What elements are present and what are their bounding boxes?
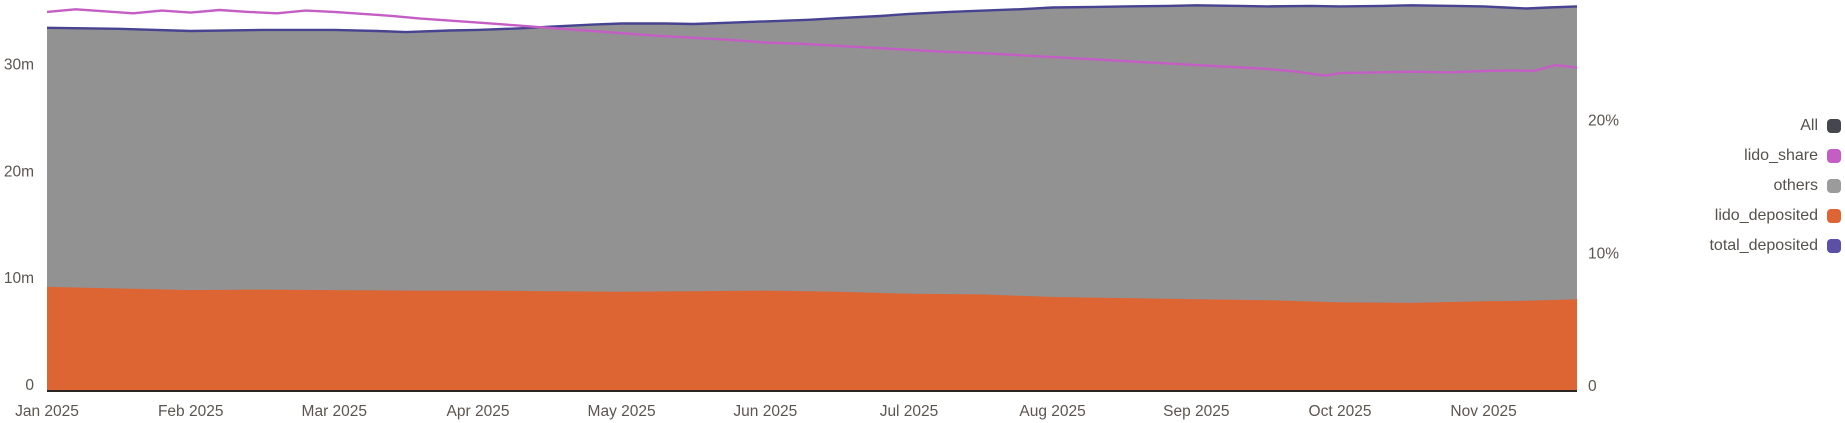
- chart-legend: All lido_share others lido_deposited tot…: [1709, 111, 1841, 261]
- line-total-deposited[interactable]: [46, 4, 1578, 34]
- legend-item-lido-deposited[interactable]: lido_deposited: [1715, 201, 1841, 231]
- x-axis-tick-label: Oct 2025: [1309, 403, 1372, 420]
- x-axis-tick-label: Feb 2025: [158, 403, 224, 420]
- x-axis-tick-label: Aug 2025: [1019, 403, 1085, 420]
- legend-label-lido-share: lido_share: [1744, 147, 1818, 164]
- area-lido-deposited[interactable]: [47, 286, 1577, 390]
- left-axis-tick-label: 10m: [4, 270, 34, 287]
- x-axis-tick-label: Apr 2025: [447, 403, 510, 420]
- legend-item-others[interactable]: others: [1774, 171, 1841, 201]
- left-axis-tick-label: 0: [25, 377, 34, 394]
- x-axis-tick-label: Jul 2025: [880, 403, 939, 420]
- x-axis-tick-label: Sep 2025: [1163, 403, 1229, 420]
- legend-item-total-deposited[interactable]: total_deposited: [1709, 231, 1841, 261]
- legend-item-lido-share[interactable]: lido_share: [1744, 141, 1841, 171]
- right-axis-tick-label: 20%: [1588, 113, 1619, 130]
- legend-swatch-total-deposited-icon[interactable]: [1827, 239, 1841, 253]
- right-axis-tick-label: 0: [1588, 378, 1597, 395]
- left-axis-tick-label: 20m: [4, 163, 34, 180]
- x-axis-tick-label: Jun 2025: [733, 403, 797, 420]
- line-lido-share[interactable]: [46, 8, 1578, 77]
- legend-label-lido-deposited: lido_deposited: [1714, 207, 1818, 224]
- x-axis-tick-label: Mar 2025: [302, 403, 367, 420]
- legend-swatch-others-icon[interactable]: [1827, 179, 1841, 193]
- left-axis-tick-label: 30m: [4, 57, 34, 74]
- right-axis-tick-label: 10%: [1588, 245, 1619, 262]
- legend-label-total-deposited: total_deposited: [1709, 237, 1818, 254]
- legend-item-all[interactable]: All: [1800, 111, 1841, 141]
- legend-label-all: All: [1800, 117, 1818, 134]
- legend-swatch-lido-share-icon[interactable]: [1827, 149, 1841, 163]
- x-axis-tick-label: Jan 2025: [15, 403, 79, 420]
- legend-label-others: others: [1773, 177, 1818, 194]
- x-axis-tick-label: Nov 2025: [1450, 403, 1516, 420]
- legend-swatch-lido-deposited-icon[interactable]: [1827, 209, 1841, 223]
- legend-swatch-all-icon[interactable]: [1827, 119, 1841, 133]
- x-axis-tick-label: May 2025: [588, 403, 656, 420]
